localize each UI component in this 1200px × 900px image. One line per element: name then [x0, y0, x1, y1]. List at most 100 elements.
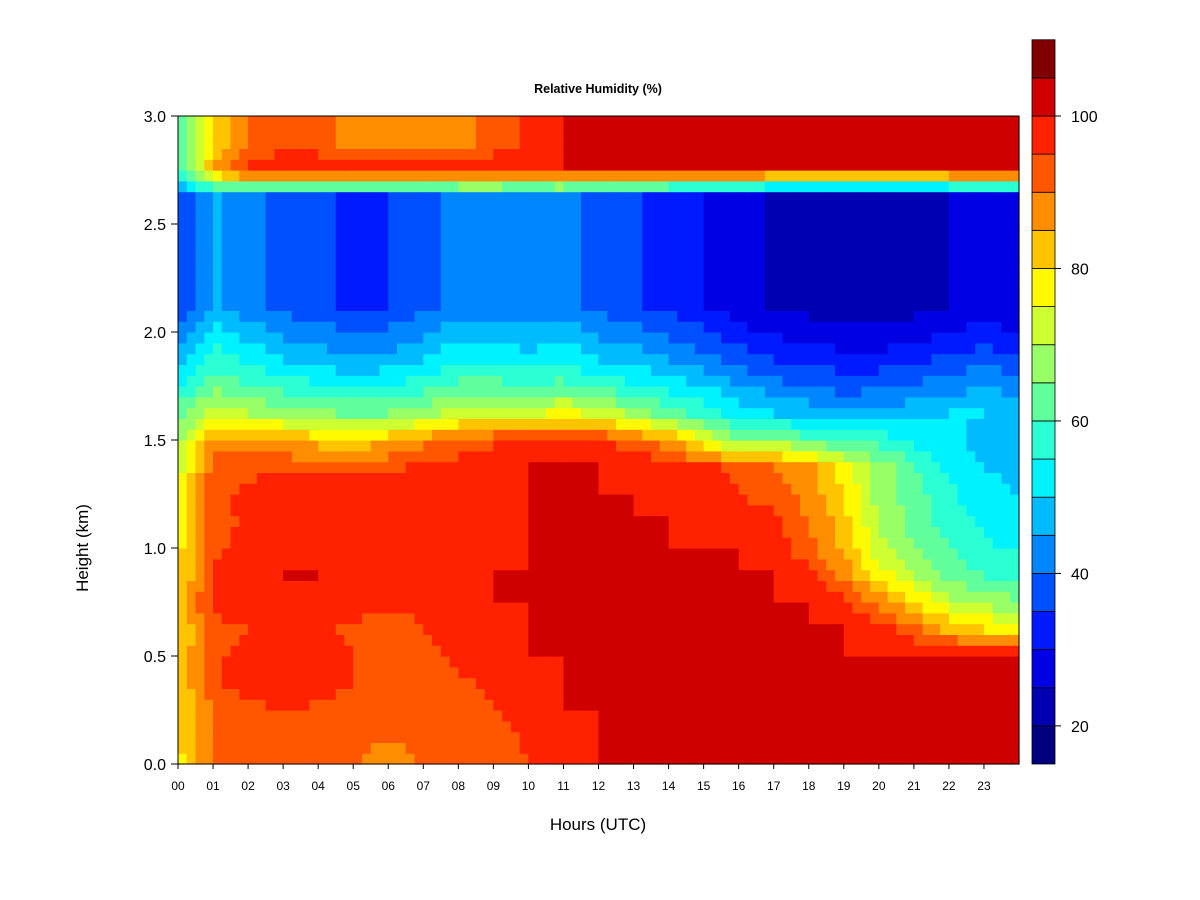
- heatmap-cell: [361, 688, 372, 700]
- heatmap-cell: [440, 645, 451, 657]
- heatmap-cell: [782, 364, 792, 376]
- heatmap-cell: [598, 364, 608, 376]
- heatmap-cell: [256, 440, 267, 452]
- heatmap-cell: [817, 742, 827, 754]
- heatmap-cell: [624, 342, 635, 355]
- heatmap-cell: [318, 591, 328, 603]
- heatmap-cell: [983, 494, 994, 506]
- heatmap-cell: [423, 677, 433, 689]
- heatmap-cell: [729, 386, 740, 398]
- heatmap-cell: [274, 548, 284, 560]
- heatmap-cell: [975, 256, 985, 268]
- heatmap-cell: [703, 753, 713, 765]
- heatmap-cell: [528, 710, 538, 722]
- heatmap-cell: [817, 310, 827, 322]
- heatmap-cell: [405, 623, 416, 635]
- heatmap-cell: [580, 364, 591, 376]
- heatmap-cell: [221, 256, 232, 268]
- heatmap-cell: [721, 267, 731, 279]
- heatmap-cell: [221, 288, 232, 301]
- heatmap-cell: [948, 472, 959, 484]
- heatmap-cell: [554, 364, 565, 376]
- heatmap-cell: [230, 224, 240, 236]
- heatmap-cell: [580, 731, 591, 743]
- heatmap-cell: [248, 418, 258, 430]
- heatmap-cell: [502, 213, 512, 225]
- heatmap-cell: [248, 278, 258, 290]
- heatmap-cell: [405, 375, 416, 387]
- heatmap-cell: [1010, 612, 1020, 625]
- heatmap-cell: [344, 699, 354, 711]
- heatmap-cell: [213, 213, 223, 225]
- heatmap-cell: [817, 656, 827, 668]
- heatmap-cell: [607, 634, 617, 646]
- heatmap-cell: [931, 407, 941, 419]
- heatmap-cell: [335, 688, 346, 700]
- heatmap-cell: [248, 580, 258, 592]
- heatmap-cell: [1010, 278, 1020, 290]
- heatmap-cell: [204, 299, 214, 311]
- heatmap-cell: [178, 634, 188, 646]
- heatmap-cell: [966, 602, 976, 614]
- heatmap-cell: [467, 656, 477, 668]
- heatmap-cell: [440, 213, 451, 225]
- heatmap-cell: [940, 504, 950, 517]
- heatmap-cell: [922, 742, 932, 754]
- heatmap-cell: [221, 504, 232, 517]
- heatmap-cell: [773, 321, 784, 333]
- heatmap-cell: [528, 580, 538, 592]
- heatmap-cell: [502, 645, 512, 657]
- heatmap-cell: [467, 526, 477, 538]
- heatmap-cell: [729, 526, 740, 538]
- heatmap-cell: [545, 278, 556, 290]
- heatmap-cell: [344, 321, 354, 333]
- heatmap-cell: [878, 656, 889, 668]
- heatmap-cell: [896, 353, 906, 365]
- heatmap-cell: [931, 461, 941, 473]
- heatmap-cell: [703, 267, 713, 279]
- heatmap-cell: [782, 375, 792, 387]
- heatmap-cell: [510, 332, 521, 344]
- heatmap-cell: [598, 234, 608, 247]
- heatmap-cell: [835, 353, 845, 365]
- heatmap-cell: [239, 753, 249, 765]
- heatmap-cell: [922, 483, 932, 495]
- heatmap-cell: [686, 602, 696, 614]
- heatmap-cell: [221, 623, 232, 635]
- heatmap-cell: [633, 440, 643, 452]
- heatmap-cell: [870, 666, 880, 679]
- heatmap-cell: [475, 396, 486, 409]
- heatmap-cell: [239, 321, 249, 333]
- heatmap-cell: [992, 710, 1003, 722]
- heatmap-cell: [791, 634, 801, 646]
- heatmap-cell: [773, 440, 784, 452]
- heatmap-cell: [747, 440, 757, 452]
- heatmap-cell: [1001, 483, 1011, 495]
- heatmap-cell: [616, 612, 626, 625]
- heatmap-cell: [361, 202, 372, 214]
- heatmap-cell: [195, 299, 205, 311]
- heatmap-cell: [616, 213, 626, 225]
- heatmap-cell: [616, 699, 626, 711]
- heatmap-cell: [861, 558, 871, 571]
- heatmap-cell: [423, 720, 433, 733]
- heatmap-cell: [213, 677, 223, 689]
- heatmap-cell: [213, 202, 223, 214]
- heatmap-cell: [624, 623, 635, 635]
- heatmap-cell: [913, 364, 924, 376]
- heatmap-cell: [572, 645, 582, 657]
- heatmap-cell: [528, 666, 538, 679]
- heatmap-cell: [335, 396, 346, 409]
- heatmap-cell: [782, 645, 792, 657]
- heatmap-cell: [204, 483, 214, 495]
- heatmap-cell: [721, 213, 731, 225]
- heatmap-cell: [782, 623, 792, 635]
- heatmap-cell: [361, 440, 372, 452]
- heatmap-cell: [484, 558, 494, 571]
- heatmap-cell: [861, 623, 871, 635]
- heatmap-cell: [616, 278, 626, 290]
- heatmap-cell: [957, 332, 968, 344]
- heatmap-cell: [948, 224, 959, 236]
- heatmap-cell: [493, 602, 503, 614]
- heatmap-cell: [379, 321, 389, 333]
